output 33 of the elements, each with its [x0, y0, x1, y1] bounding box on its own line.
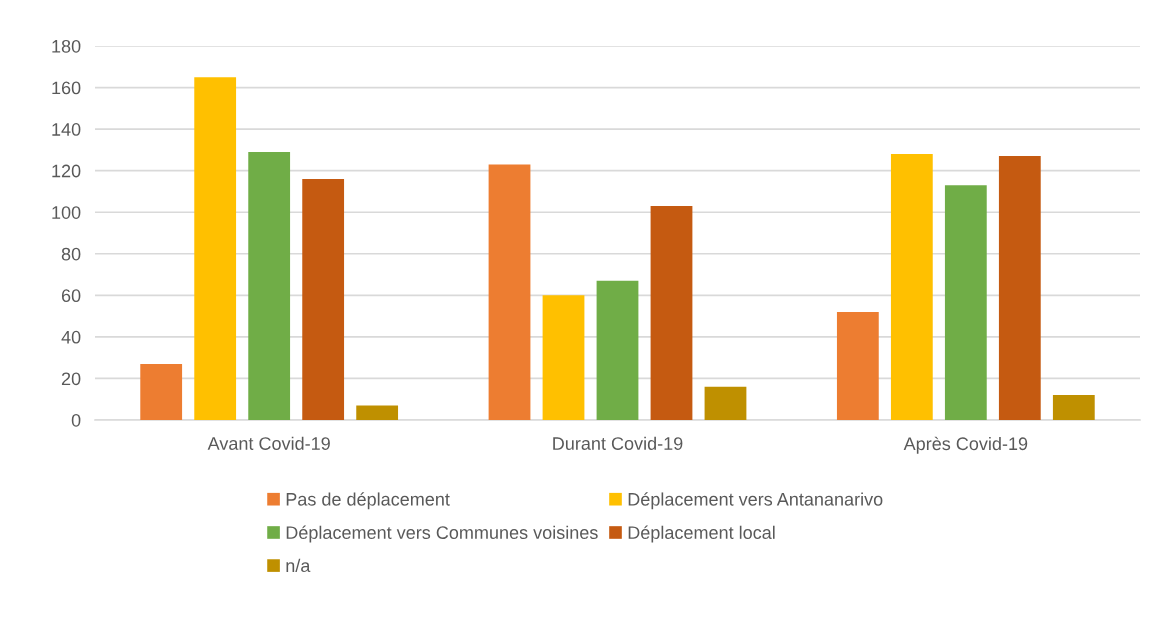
- bar: [1052, 395, 1095, 420]
- x-tick-label: Avant Covid-19: [207, 436, 330, 450]
- bar: [704, 386, 747, 420]
- x-tick-label: Durant Covid-19: [553, 436, 683, 450]
- legend-label: n/a: [286, 558, 311, 573]
- y-tick-label: 120: [52, 164, 81, 178]
- bar: [248, 151, 291, 420]
- y-tick-label: 60: [61, 289, 81, 303]
- bar: [302, 178, 345, 420]
- bar: [890, 154, 933, 420]
- y-tick-label: 100: [52, 206, 81, 219]
- legend-label: Déplacement vers Communes voisines: [286, 525, 598, 543]
- bar: [944, 185, 987, 420]
- bar: [542, 295, 585, 420]
- bar: [356, 405, 399, 420]
- bar: [488, 164, 531, 420]
- bar: [194, 77, 237, 420]
- bar: [998, 156, 1041, 420]
- y-tick-label: 80: [61, 247, 81, 261]
- bar: [836, 311, 879, 420]
- y-tick-label: 180: [52, 39, 81, 53]
- y-tick-label: 40: [61, 330, 81, 344]
- y-tick-label: 140: [52, 123, 81, 136]
- bar: [650, 205, 693, 420]
- x-tick-label: Après Covid-19: [903, 436, 1028, 454]
- y-tick-label: 160: [52, 81, 81, 95]
- bar: [596, 280, 639, 420]
- y-tick-label: 20: [61, 372, 81, 386]
- y-tick-label: 0: [71, 413, 81, 427]
- legend-label: Déplacement local: [628, 525, 775, 543]
- legend-label: Pas de déplacement: [286, 492, 450, 510]
- bar: [140, 363, 183, 420]
- legend-label: Déplacement vers Antananarivo: [628, 492, 883, 510]
